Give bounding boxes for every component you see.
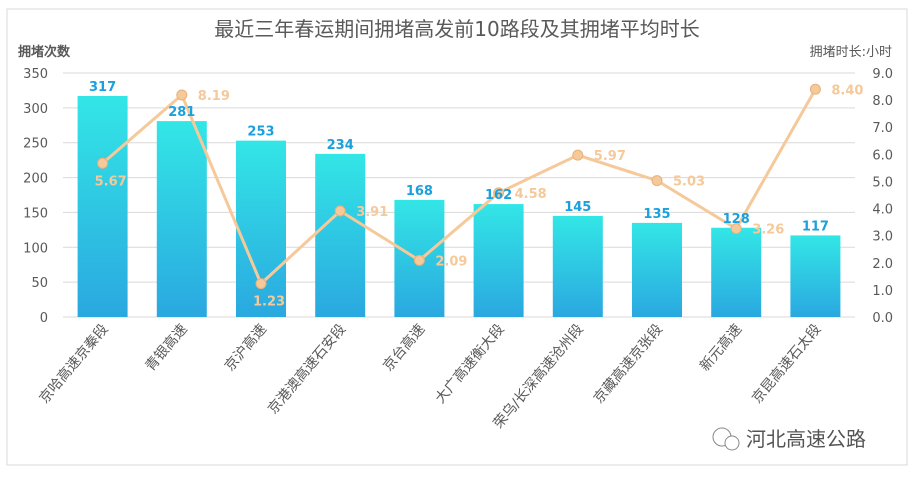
y-tick-label: 0 — [40, 311, 48, 326]
line-data-label: 5.97 — [594, 149, 626, 164]
line-data-label: 5.67 — [95, 174, 127, 189]
y-tick-label: 300 — [23, 102, 48, 117]
bar — [473, 204, 524, 317]
y2-tick-label: 2.0 — [872, 257, 893, 272]
line-point — [651, 175, 663, 187]
y-tick-label: 200 — [23, 172, 48, 187]
y2-tick-label: 9.0 — [872, 67, 893, 82]
bar-data-label: 317 — [89, 80, 116, 95]
y-tick-label: 250 — [23, 137, 48, 152]
bar — [711, 227, 762, 317]
line-data-label: 8.19 — [198, 89, 230, 104]
line-point — [730, 223, 742, 235]
line-point — [176, 89, 188, 101]
line-point — [334, 205, 346, 217]
line-data-label: 8.40 — [831, 83, 863, 98]
y-tick-label: 150 — [23, 206, 48, 221]
y2-tick-label: 3.0 — [872, 230, 893, 245]
y2-tick-label: 6.0 — [872, 148, 893, 163]
line-data-label: 4.58 — [515, 187, 547, 202]
bar-data-label: 281 — [168, 105, 195, 120]
line-point — [572, 149, 584, 161]
watermark-text: 河北高速公路 — [746, 427, 866, 451]
y2-axis-label: 拥堵时长:小时 — [810, 45, 892, 60]
line-data-label: 2.09 — [435, 254, 467, 269]
bar — [156, 121, 207, 317]
line-data-label: 3.26 — [752, 223, 784, 238]
bar — [632, 222, 682, 317]
y2-tick-label: 5.0 — [872, 175, 893, 190]
line-point — [255, 278, 267, 290]
y-axis-label: 拥堵次数 — [18, 44, 71, 60]
bar-data-label: 135 — [643, 207, 670, 222]
line-point — [493, 187, 505, 199]
bar-data-label: 168 — [406, 184, 433, 199]
bar-data-label: 253 — [247, 125, 274, 140]
line-data-label: 5.03 — [673, 175, 705, 190]
bar — [790, 235, 841, 317]
bar-data-label: 128 — [723, 212, 750, 227]
y2-tick-label: 0.0 — [872, 311, 893, 326]
line-point — [97, 157, 109, 169]
y2-tick-label: 8.0 — [872, 94, 893, 109]
line-point — [413, 254, 425, 266]
bar-data-label: 234 — [327, 138, 354, 153]
line-data-label: 1.23 — [253, 295, 285, 310]
y2-tick-label: 4.0 — [872, 203, 893, 218]
bar-data-label: 162 — [485, 188, 512, 203]
y-tick-label: 350 — [23, 67, 48, 82]
y-tick-label: 50 — [31, 276, 48, 291]
line-series — [101, 88, 817, 287]
bar-data-label: 145 — [564, 200, 591, 215]
bar — [77, 96, 128, 318]
bar — [236, 140, 286, 317]
y-tick-label: 100 — [23, 241, 48, 256]
bar — [552, 215, 603, 317]
y2-tick-label: 7.0 — [872, 121, 893, 136]
bar-data-label: 117 — [802, 219, 829, 234]
y2-tick-label: 1.0 — [872, 284, 893, 299]
chart-title: 最近三年春运期间拥堵高发前10路段及其拥堵平均时长 — [214, 17, 699, 41]
line-data-label: 3.91 — [356, 205, 388, 220]
watermark: 河北高速公路 — [712, 427, 866, 451]
line-point — [809, 83, 821, 95]
bar — [315, 153, 366, 317]
